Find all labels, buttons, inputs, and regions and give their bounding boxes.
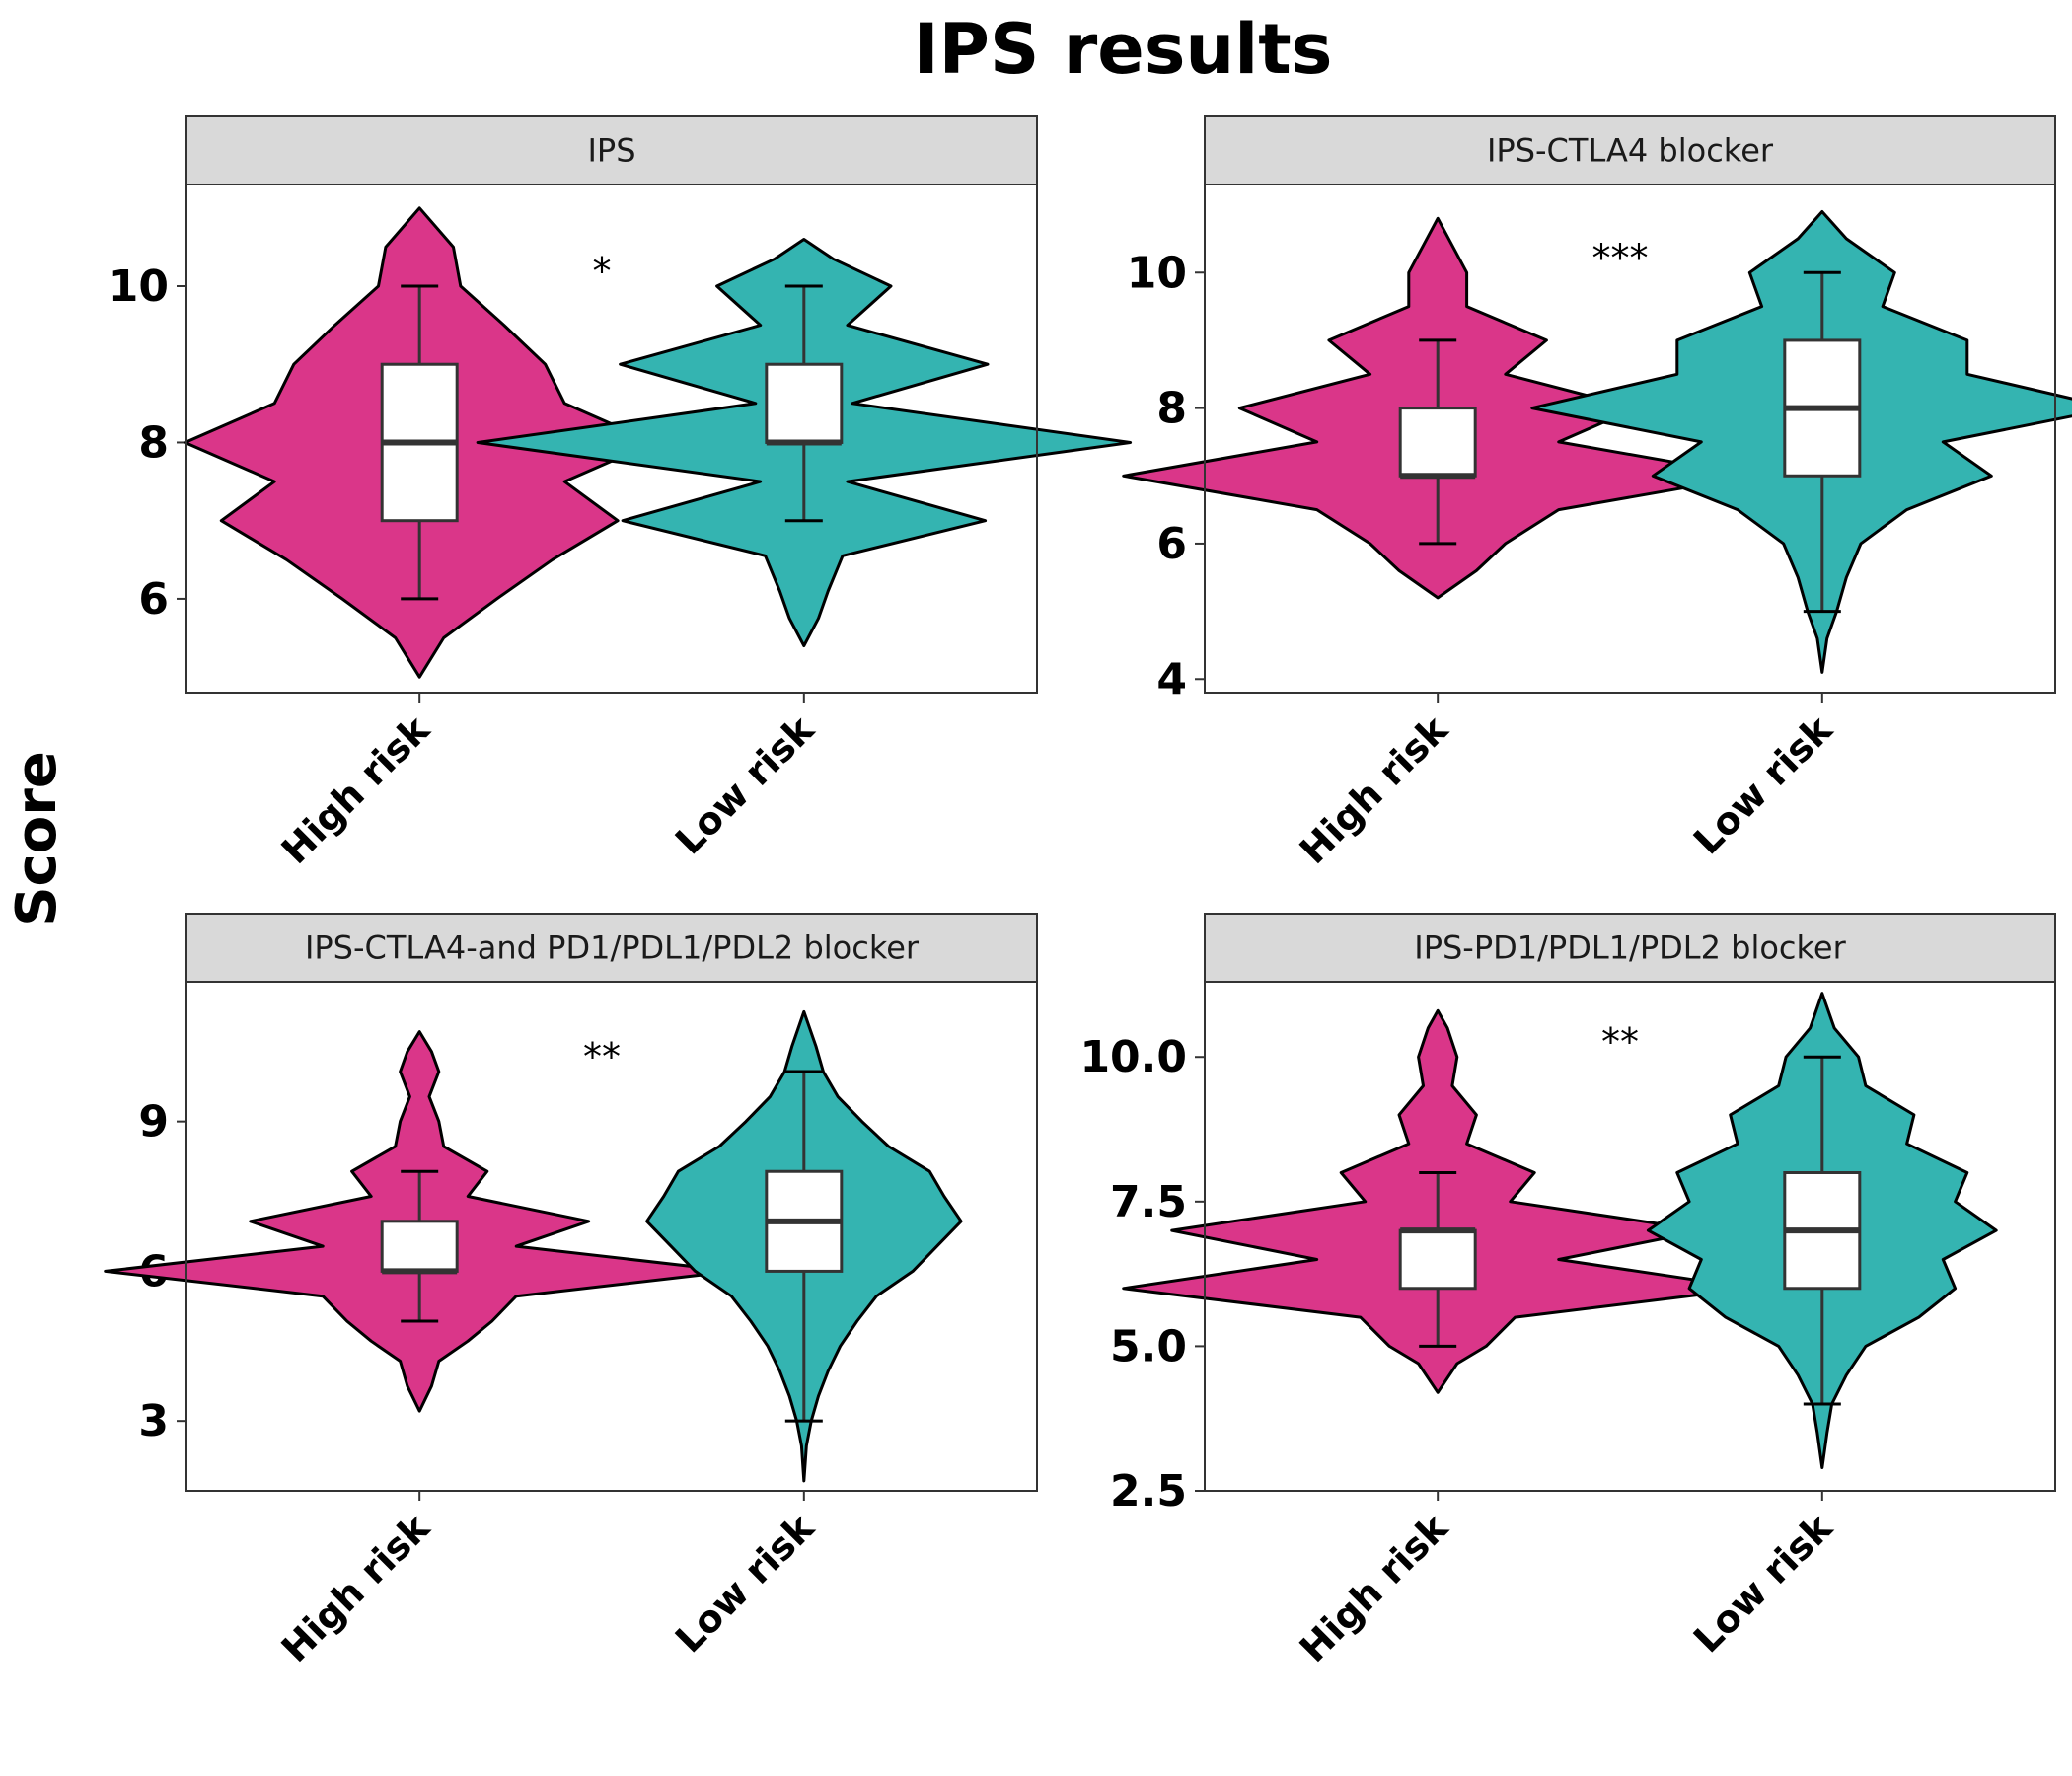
y-tick-label: 4 xyxy=(1156,654,1187,704)
panel-ips-pd1-pdl1-pdl2-blocker: IPS-PD1/PDL1/PDL2 blocker 2.5 5.0 7.5 10.0 Hi… xyxy=(1079,913,2056,1670)
significance-label: ** xyxy=(583,1035,621,1078)
y-tick-label: 2.5 xyxy=(1110,1466,1187,1517)
significance-label: * xyxy=(593,250,612,293)
x-tick-label: High risk xyxy=(273,707,438,872)
panel-border xyxy=(1204,981,2056,1492)
x-tick-label: Low risk xyxy=(1685,1506,1841,1662)
y-tick-label: 6 xyxy=(138,574,169,625)
y-tick-label: 3 xyxy=(138,1396,169,1446)
y-tick-label: 8 xyxy=(138,417,169,468)
facet-strip xyxy=(1204,115,2056,185)
facet-strip-label: IPS-PD1/PDL1/PDL2 blocker xyxy=(1414,929,1846,967)
y-tick-label: 10.0 xyxy=(1079,1032,1187,1082)
series-low-risk xyxy=(476,238,1133,647)
x-tick-label: Low risk xyxy=(667,1506,823,1662)
series-low-risk xyxy=(645,1009,963,1483)
series-high-risk xyxy=(1122,1008,1754,1394)
y-tick-label: 7.5 xyxy=(1110,1177,1187,1227)
figure-title: IPS results xyxy=(914,9,1333,90)
y-tick-label: 10 xyxy=(109,261,169,312)
facet-strip xyxy=(185,115,1038,185)
panel-border xyxy=(185,981,1038,1492)
y-tick-label: 6 xyxy=(1156,519,1187,569)
significance-label: *** xyxy=(1592,236,1649,279)
series-low-risk xyxy=(1530,210,2072,674)
x-tick-label: Low risk xyxy=(1685,707,1841,863)
box-iqr xyxy=(765,362,844,444)
x-tick-label: High risk xyxy=(1292,1506,1456,1670)
series-high-risk xyxy=(184,206,656,679)
facet-strip-label: IPS xyxy=(587,132,635,170)
facet-strip xyxy=(1204,913,2056,983)
panel-ips-ctla4-blocker: IPS-CTLA4 blocker 4 6 8 10 High risk Low risk *… xyxy=(1122,115,2072,872)
box-iqr xyxy=(380,1220,459,1273)
panel-ips-ctla4-and-pd1-pdl1-pdl2-blocker: IPS-CTLA4-and PD1/PDL1/PDL2 blocker369Hi… xyxy=(104,913,1038,1670)
facet-panels: IPS 6 8 10 High risk Low risk * IPS-CTLA4 block… xyxy=(104,115,2072,1670)
panel-border xyxy=(1204,184,2056,694)
box-iqr xyxy=(1398,1228,1477,1291)
y-tick-label: 9 xyxy=(138,1097,169,1147)
box-iqr xyxy=(1398,407,1477,478)
y-tick-label: 8 xyxy=(1156,384,1187,434)
x-tick-label: Low risk xyxy=(667,707,823,863)
panel-ips: IPS 6 8 10 High risk Low risk * xyxy=(109,115,1133,872)
facet-strip-label: IPS-CTLA4 blocker xyxy=(1487,132,1774,170)
series-low-risk xyxy=(1646,992,1998,1469)
x-tick-label: High risk xyxy=(1292,707,1456,872)
significance-label: ** xyxy=(1601,1020,1639,1064)
series-high-risk xyxy=(104,1030,736,1413)
y-tick-label: 5.0 xyxy=(1110,1321,1187,1371)
facet-strip xyxy=(185,913,1038,983)
y-axis-title: Score xyxy=(5,751,69,926)
panel-border xyxy=(185,184,1038,694)
y-tick-label: 10 xyxy=(1127,248,1187,298)
x-tick-label: High risk xyxy=(273,1506,438,1670)
facet-strip-label: IPS-CTLA4-and PD1/PDL1/PDL2 blocker xyxy=(305,929,920,967)
